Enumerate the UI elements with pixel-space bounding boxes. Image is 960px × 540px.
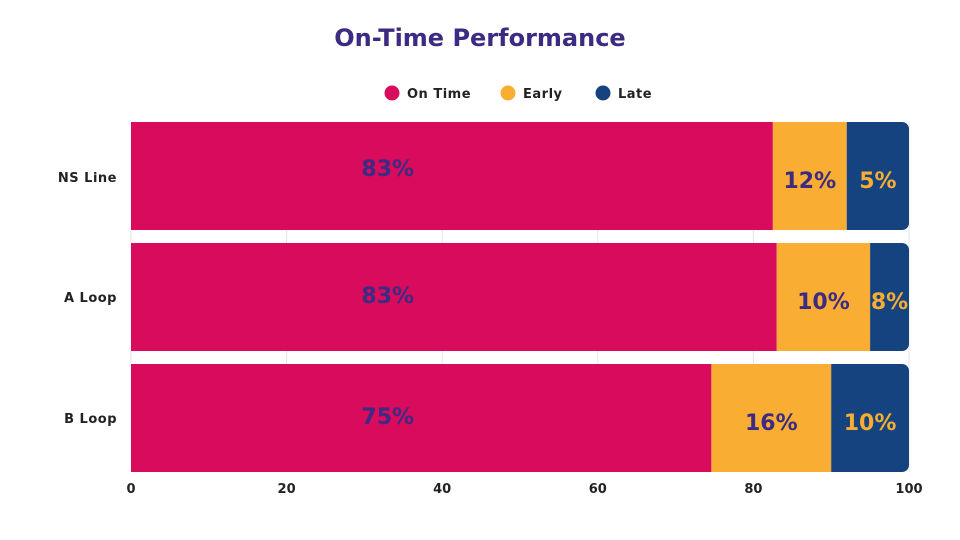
category-label-ns-line: NS Line: [58, 171, 117, 186]
bar-ns-line-early: [772, 122, 847, 230]
legend-marker-early: [500, 85, 516, 101]
legend: On Time Early Late: [384, 85, 652, 102]
bar-left-mask: [123, 243, 131, 351]
x-tick-label-80: 80: [744, 482, 762, 497]
data-label-b-loop-late: 10%: [844, 411, 897, 436]
bar-b-loop-on-time: [131, 364, 712, 472]
bar-row-a-loop: [131, 243, 909, 351]
bar-left-mask: [123, 122, 131, 230]
data-label-ns-line-late: 5%: [859, 169, 896, 194]
x-tick-label-40: 40: [433, 482, 451, 497]
bar-ns-line-on-time: [131, 122, 773, 230]
data-label-b-loop-on-time: 75%: [361, 405, 414, 430]
x-tick-label-100: 100: [895, 482, 922, 497]
legend-marker-on-time: [384, 85, 400, 101]
bar-row-ns-line: [131, 122, 909, 230]
chart-title: On-Time Performance: [334, 24, 625, 52]
category-label-a-loop: A Loop: [64, 291, 117, 306]
legend-label-early: Early: [523, 87, 563, 102]
data-label-a-loop-on-time: 83%: [361, 284, 414, 309]
bars: [123, 122, 909, 472]
bar-b-loop-early: [711, 364, 832, 472]
legend-label-on-time: On Time: [407, 87, 471, 102]
x-tick-label-0: 0: [126, 482, 135, 497]
bar-a-loop-early: [776, 243, 871, 351]
bar-a-loop-late: [870, 243, 909, 351]
data-label-a-loop-early: 10%: [797, 290, 850, 315]
legend-label-late: Late: [618, 87, 652, 102]
category-labels: NS Line A Loop B Loop: [58, 171, 117, 427]
bar-a-loop-on-time: [131, 243, 777, 351]
category-label-b-loop: B Loop: [64, 412, 117, 427]
data-label-ns-line-early: 12%: [783, 169, 836, 194]
x-tick-label-60: 60: [589, 482, 607, 497]
bar-b-loop-late: [831, 364, 909, 472]
data-label-ns-line-on-time: 83%: [361, 157, 414, 182]
bar-row-b-loop: [131, 364, 909, 472]
x-tick-label-20: 20: [278, 482, 296, 497]
legend-marker-late: [595, 85, 611, 101]
data-label-b-loop-early: 16%: [745, 411, 798, 436]
bar-ns-line-late: [846, 122, 909, 230]
data-labels: 83% 12% 5% 83% 10% 8% 75% 16% 10%: [361, 157, 908, 436]
bar-left-mask: [123, 364, 131, 472]
data-label-a-loop-late: 8%: [871, 290, 908, 315]
x-axis: 0 20 40 60 80 100: [126, 482, 922, 497]
